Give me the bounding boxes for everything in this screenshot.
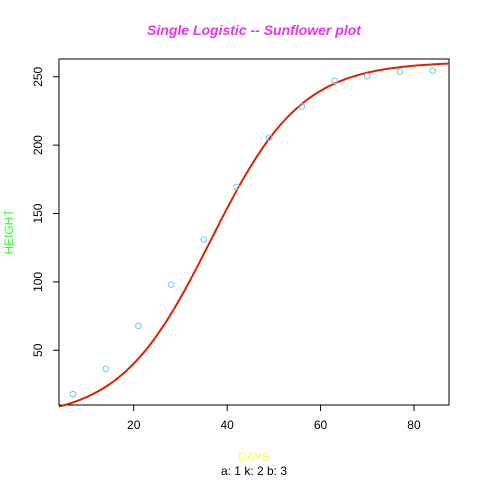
data-point [69, 390, 77, 398]
y-tick-label: 150 [31, 203, 45, 223]
x-axis-label: DAYS [238, 450, 270, 464]
x-tick-label: 60 [314, 418, 328, 432]
y-tick-label: 50 [31, 343, 45, 357]
x-tick-label: 80 [407, 418, 421, 432]
x-tick-label: 20 [127, 418, 141, 432]
data-point [135, 322, 142, 330]
data-point [233, 183, 240, 191]
data-points-layer [69, 67, 436, 398]
chart-title: Single Logistic -- Sunflower plot [147, 22, 362, 38]
data-point [200, 236, 208, 243]
x-tick-label: 40 [220, 418, 234, 432]
y-tick-label: 250 [31, 66, 45, 86]
x-axis: 20 40 60 80 [127, 405, 421, 432]
logistic-fit-curve [58, 62, 450, 408]
y-axis-label: HEIGHT [2, 209, 16, 255]
fitted-curve-layer [58, 62, 450, 408]
data-point [167, 281, 175, 288]
data-point [429, 67, 436, 74]
chart-subtitle: a: 1 k: 2 b: 3 [221, 464, 287, 478]
data-point [363, 72, 371, 80]
y-axis: 50 100 150 200 250 [31, 66, 59, 357]
y-tick-label: 100 [31, 272, 45, 292]
plot-frame [58, 58, 450, 406]
data-point [298, 103, 306, 110]
data-point [265, 134, 273, 141]
y-tick-label: 200 [31, 135, 45, 155]
data-point [331, 77, 338, 85]
data-point [102, 365, 110, 373]
data-point [396, 68, 404, 75]
